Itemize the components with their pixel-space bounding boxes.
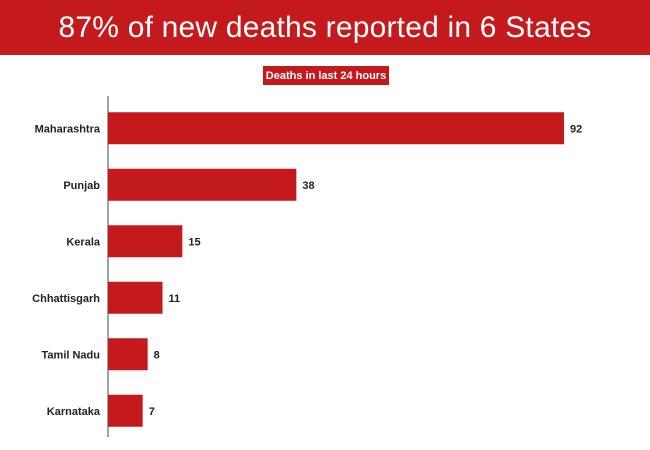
category-label: Tamil Nadu (42, 349, 100, 361)
bar-maharashtra (108, 112, 564, 145)
category-label: Maharashtra (35, 123, 101, 135)
value-label: 92 (570, 123, 582, 135)
bar-chhattisgarh (108, 281, 163, 314)
value-label: 7 (149, 406, 155, 418)
bar-punjab (108, 168, 297, 201)
category-label: Kerala (66, 236, 101, 248)
title-banner: 87% of new deaths reported in 6 States (0, 0, 650, 55)
bar-tamil-nadu (108, 338, 148, 371)
bar-karnataka (108, 394, 143, 427)
chart-title: 87% of new deaths reported in 6 States (58, 10, 592, 44)
category-label: Punjab (63, 180, 100, 192)
value-label: 11 (169, 293, 181, 305)
category-label: Karnataka (47, 406, 101, 418)
value-label: 8 (154, 349, 160, 361)
value-label: 38 (302, 180, 314, 192)
category-label: Chhattisgarh (32, 293, 100, 305)
bar-kerala (108, 225, 183, 258)
chart-subtitle: Deaths in last 24 hours (263, 66, 389, 85)
value-label: 15 (188, 236, 200, 248)
